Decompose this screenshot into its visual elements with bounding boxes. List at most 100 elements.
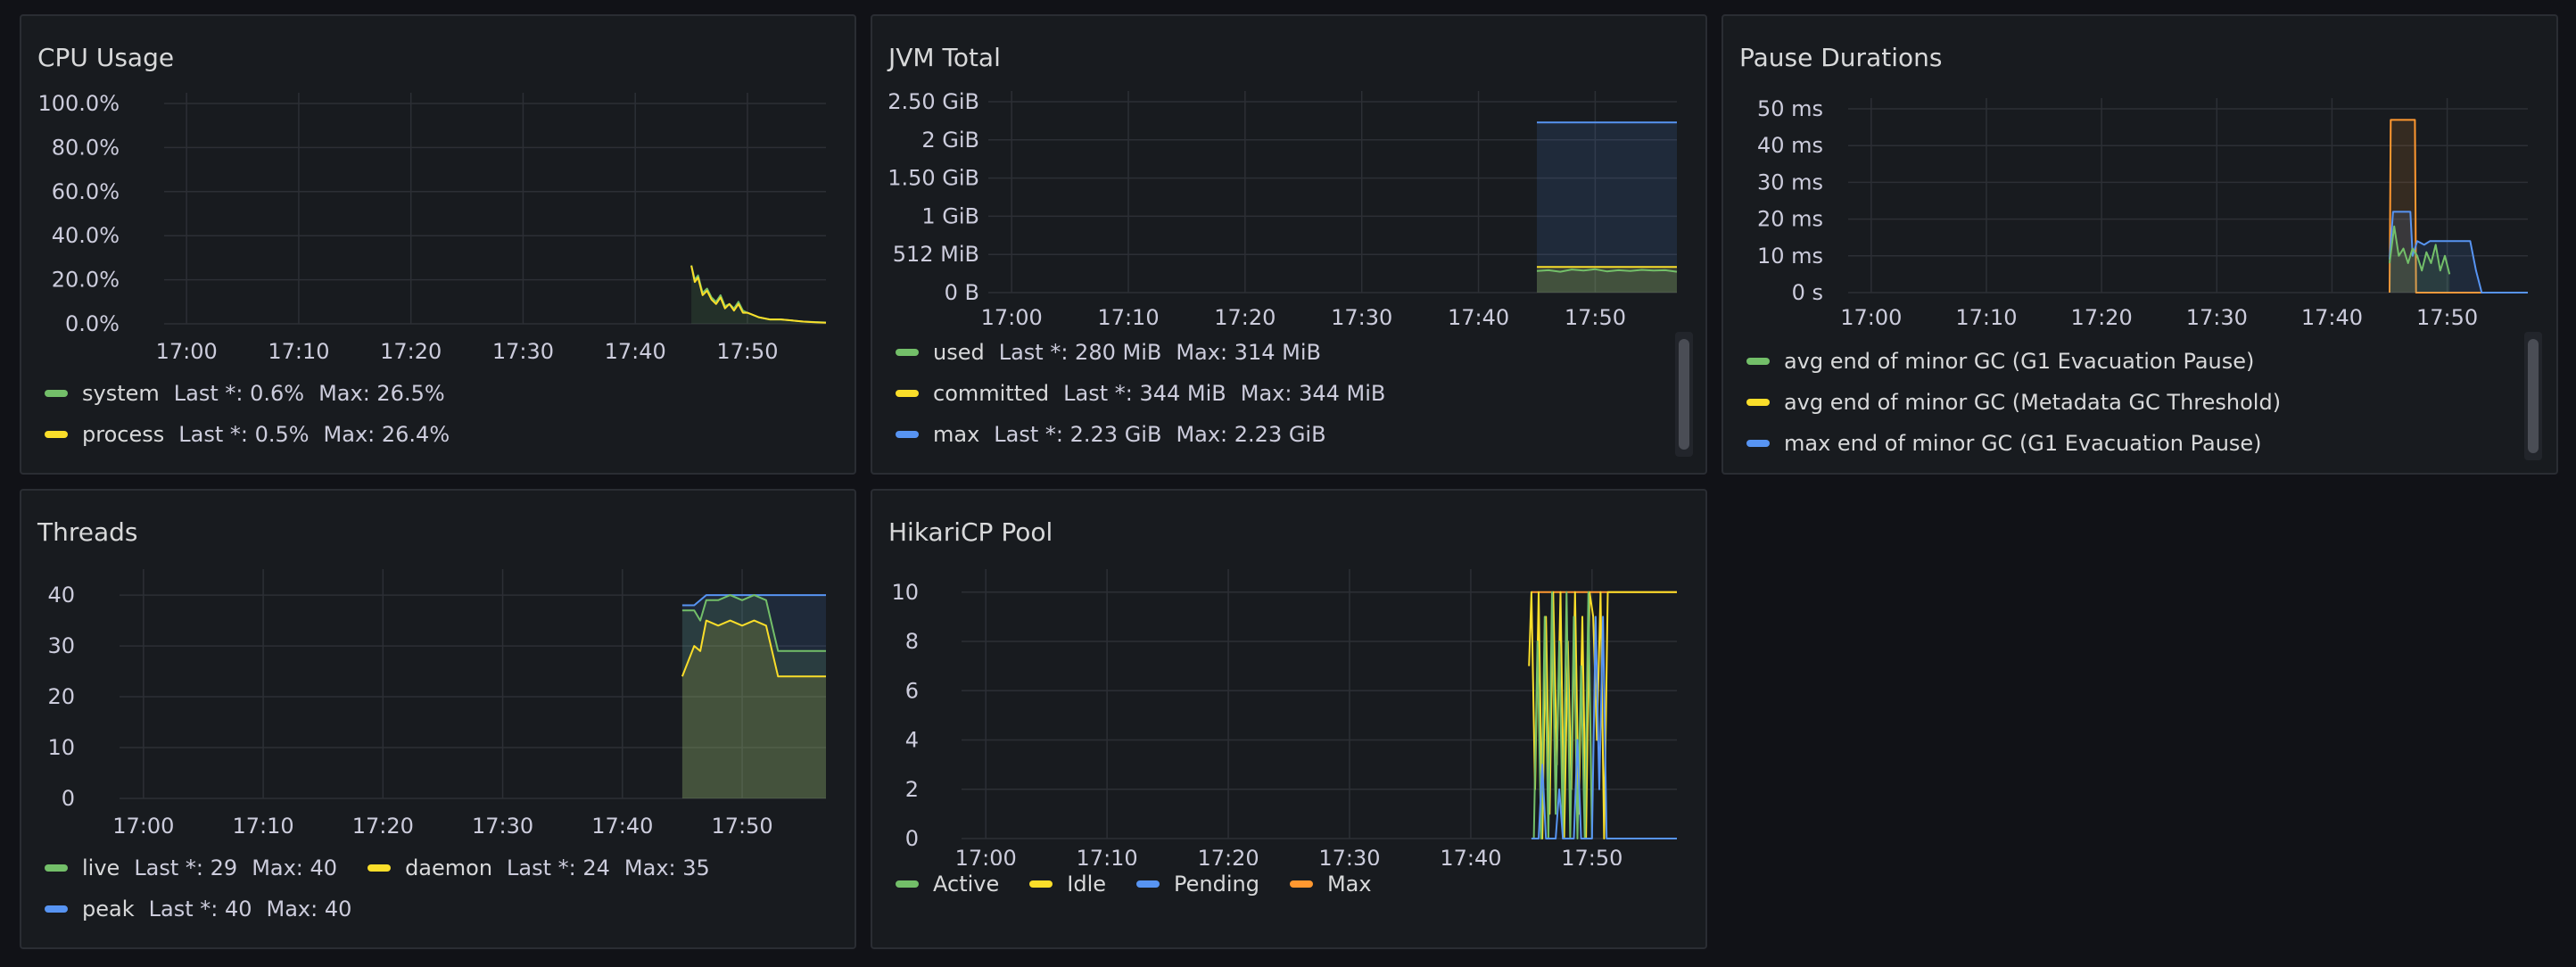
legend-item[interactable]: daemon Last *: 24 Max: 35 (367, 855, 724, 880)
pause-durations-chart[interactable]: 0 s 10 ms 20 ms 30 ms 40 ms 50 ms 17:00 17:10 17… (1723, 16, 2558, 355)
legend-swatch (1746, 358, 1770, 365)
jvm-total-panel: JVM Total 0 B 512 MiB 1 GiB 1.50 GiB 2 GiB 2.… (871, 14, 1707, 475)
grid (988, 91, 1677, 293)
series-line (681, 594, 826, 652)
legend-label: avg end of minor GC (Metadata GC Thresho… (1784, 390, 2282, 415)
legend-item[interactable]: avg end of minor GC (G1 Evacuation Pause… (1746, 349, 2268, 374)
jvm-total-chart[interactable]: 0 B 512 MiB 1 GiB 1.50 GiB 2 GiB 2.50 GiB 17:0… (872, 16, 1707, 355)
legend-max-value: Max: 40 (252, 855, 338, 880)
y-tick-label: 8 (905, 629, 919, 654)
hikaricp-pool-chart[interactable]: 0 2 4 6 8 10 17:00 17:10 17:20 17:30 17:40 17:50 (872, 491, 1707, 865)
x-tick-label: 17:10 (268, 339, 329, 364)
x-tick-label: 17:00 (156, 339, 218, 364)
threads-chart[interactable]: 0 10 20 30 40 17:00 17:10 17:20 17:30 17:40 17:50 (21, 491, 856, 865)
series-line (681, 619, 826, 678)
y-tick-label: 30 (47, 633, 75, 658)
legend-max-value: Max: 40 (266, 897, 352, 922)
series-line (2389, 211, 2528, 293)
series-area (1537, 122, 1677, 293)
series-area (681, 620, 826, 798)
legend-last-value: Last *: 40 (148, 897, 252, 922)
legend-last-value: Last *: 0.5% (178, 422, 310, 447)
y-tick-label: 10 ms (1757, 244, 1823, 269)
x-tick-label: 17:00 (1840, 305, 1902, 330)
legend-item[interactable]: Pending (1136, 872, 1274, 897)
y-tick-label: 20 ms (1757, 207, 1823, 232)
legend-item[interactable]: Idle (1029, 872, 1120, 897)
legend-item[interactable]: system Last *: 0.6% Max: 26.5% (45, 381, 459, 406)
series-area (691, 265, 826, 324)
legend-max-value: Max: 26.5% (318, 381, 445, 406)
legend-item[interactable]: peak Last *: 40 Max: 40 (45, 897, 366, 922)
y-tick-label: 0 B (945, 280, 979, 305)
legend-item[interactable]: max end of minor GC (G1 Evacuation Pause… (1746, 431, 2276, 456)
series-line (2389, 225, 2451, 275)
legend-label: Idle (1067, 872, 1106, 897)
legend-item[interactable]: live Last *: 29 Max: 40 (45, 855, 351, 880)
y-tick-label: 40.0% (52, 223, 120, 248)
pause-durations-legend: avg end of minor GC (G1 Evacuation Pause… (1746, 341, 2311, 464)
y-tick-label: 20 (47, 684, 75, 709)
legend-label: system (82, 381, 160, 406)
legend-item[interactable]: committed Last *: 344 MiB Max: 344 MiB (896, 381, 1399, 406)
x-tick-label: 17:30 (1318, 846, 1380, 865)
x-tick-label: 17:10 (232, 814, 293, 839)
y-tick-label: 50 ms (1757, 96, 1823, 121)
x-tick-label: 17:40 (605, 339, 666, 364)
legend-label: peak (82, 897, 135, 922)
x-tick-label: 17:10 (1077, 846, 1138, 865)
y-tick-label: 30 ms (1757, 169, 1823, 194)
legend-max-value: Max: 344 MiB (1240, 381, 1386, 406)
legend-last-value: Last *: 24 (507, 855, 610, 880)
legend-row: peak Last *: 40 Max: 40 (45, 888, 740, 930)
series-area (681, 595, 826, 798)
x-tick-label: 17:00 (981, 305, 1043, 330)
y-tick-label: 4 (905, 728, 919, 753)
legend-swatch (45, 431, 68, 438)
series-area (1537, 267, 1677, 293)
legend-item[interactable]: process Last *: 0.5% Max: 26.4% (45, 422, 464, 447)
legend-label: Pending (1174, 872, 1259, 897)
panel-title: Threads (37, 517, 138, 547)
y-tick-label: 80.0% (52, 135, 120, 160)
legend-swatch (1289, 880, 1313, 888)
y-tick-label: 2.50 GiB (888, 89, 979, 114)
x-tick-label: 17:50 (716, 339, 778, 364)
threads-panel: Threads 0 10 20 30 40 17:00 17:10 17:20 17:30 17:… (20, 489, 856, 949)
legend-row: avg end of minor GC (Metadata GC Thresho… (1746, 382, 2311, 423)
hikaricp-pool-legend: Active Idle Pending Max (896, 864, 1402, 905)
x-tick-label: 17:20 (352, 814, 414, 839)
x-tick-label: 17:40 (2301, 305, 2363, 330)
threads-legend: live Last *: 29 Max: 40 daemon Last *: 24 Max… (45, 847, 740, 930)
y-tick-label: 40 (47, 583, 75, 607)
x-tick-label: 17:50 (1565, 305, 1626, 330)
series-line (1531, 616, 1677, 839)
y-tick-label: 1 GiB (921, 203, 979, 228)
legend-label: live (82, 855, 120, 880)
legend-item[interactable]: avg end of minor GC (Metadata GC Thresho… (1746, 390, 2295, 415)
series-area (1537, 269, 1677, 293)
cpu-usage-chart[interactable]: 0.0% 20.0% 40.0% 60.0% 80.0% 100.0% 17:00 17:10… (21, 16, 856, 391)
series-line (2389, 119, 2528, 293)
legend-swatch (896, 880, 919, 888)
x-tick-label: 17:00 (112, 814, 174, 839)
legend-label: daemon (405, 855, 493, 880)
legend-last-value: Last *: 29 (134, 855, 238, 880)
legend-item[interactable]: Active (896, 872, 1013, 897)
legend-row: max Last *: 2.23 GiB Max: 2.23 GiB (896, 414, 1416, 455)
legend-scrollbar[interactable] (1675, 332, 1693, 457)
legend-max-value: Max: 35 (623, 855, 710, 880)
y-tick-label: 2 (905, 777, 919, 802)
legend-swatch (1136, 880, 1160, 888)
cpu-usage-panel: CPU Usage 0.0% 20.0% 40.0% 60.0% 80.0% 100.0%… (20, 14, 856, 475)
series-line (1536, 268, 1678, 273)
legend-item[interactable]: max Last *: 2.23 GiB Max: 2.23 GiB (896, 422, 1341, 447)
legend-swatch (896, 431, 919, 438)
legend-label: Active (933, 872, 1000, 897)
legend-scrollbar[interactable] (2524, 332, 2542, 460)
legend-item[interactable]: Max (1289, 872, 1386, 897)
legend-max-value: Max: 2.23 GiB (1176, 422, 1326, 447)
legend-item[interactable]: used Last *: 280 MiB Max: 314 MiB (896, 340, 1335, 365)
series-area (681, 595, 826, 798)
x-tick-label: 17:00 (955, 846, 1017, 865)
